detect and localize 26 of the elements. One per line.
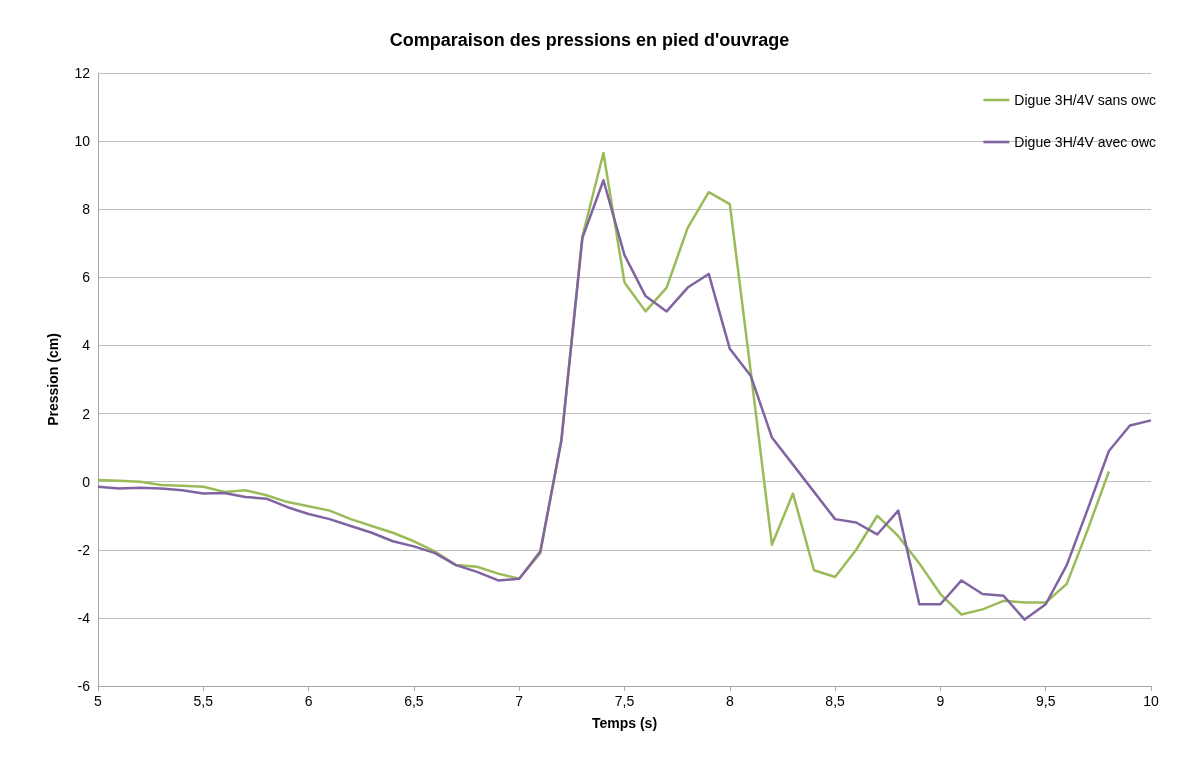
y-tick-label: 8 xyxy=(82,201,91,218)
x-tick-label: 8 xyxy=(725,693,734,709)
y-tick-label: 6 xyxy=(82,269,91,286)
x-tick-label: 5 xyxy=(94,693,103,709)
chart-title: Comparaison des pressions en pied d'ouvrage xyxy=(389,30,790,50)
y-tick-label: 10 xyxy=(74,133,91,150)
x-tick-label: 7 xyxy=(515,693,524,709)
y-tick-label: -4 xyxy=(77,609,91,626)
y-tick-label: 0 xyxy=(82,473,91,490)
y-tick-label: 12 xyxy=(74,65,91,81)
x-tick-label: 10 xyxy=(1143,693,1159,709)
legend-label: Digue 3H/4V avec owc xyxy=(1014,134,1157,150)
x-tick-label: 6 xyxy=(304,693,313,709)
y-tick-label: -2 xyxy=(77,541,91,558)
x-tick-label: 9,5 xyxy=(1035,693,1056,709)
x-tick-label: 7,5 xyxy=(614,693,635,709)
y-axis-title: Pression (cm) xyxy=(45,333,61,426)
x-tick-label: 5,5 xyxy=(193,693,214,709)
y-tick-label: 4 xyxy=(82,337,91,354)
x-axis-title: Temps (s) xyxy=(591,715,658,731)
y-tick-label: 2 xyxy=(82,405,91,422)
x-tick-label: 8,5 xyxy=(825,693,846,709)
x-tick-label: 6,5 xyxy=(404,693,424,709)
x-tick-label: 9 xyxy=(936,693,945,709)
legend-label: Digue 3H/4V sans owc xyxy=(1014,92,1157,108)
y-tick-label: -6 xyxy=(77,678,91,694)
